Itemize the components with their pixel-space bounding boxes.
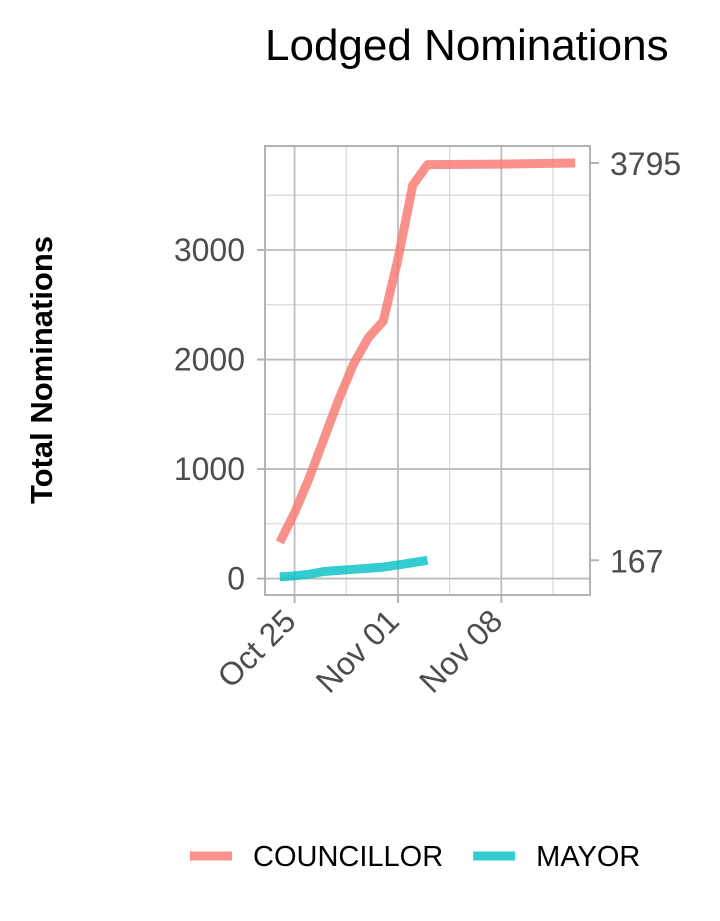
plot-panel — [265, 146, 590, 595]
secondary-y-label: 167 — [610, 543, 663, 579]
legend-label-councillor: COUNCILLOR — [253, 841, 443, 873]
x-tick-label: Nov 01 — [309, 602, 406, 699]
panel-background — [265, 146, 590, 595]
series-layer — [275, 158, 576, 582]
series-line-mayor — [279, 555, 429, 582]
y-tick-label: 3000 — [174, 232, 245, 268]
y-tick-label: 1000 — [174, 451, 245, 487]
x-tick-label: Nov 08 — [412, 602, 509, 699]
y-tick-label: 0 — [227, 561, 245, 597]
panel-border — [264, 145, 591, 596]
series-line-councillor — [275, 158, 576, 545]
y-tick-label: 2000 — [174, 342, 245, 378]
secondary-y-label: 3795 — [610, 146, 681, 182]
chart-title: Lodged Nominations — [265, 21, 669, 70]
x-tick-label: Oct 25 — [210, 602, 302, 694]
legend-label-mayor: MAYOR — [536, 841, 640, 873]
y-axis-label: Total Nominations — [24, 236, 59, 504]
legend: COUNCILLOR MAYOR — [190, 841, 640, 873]
